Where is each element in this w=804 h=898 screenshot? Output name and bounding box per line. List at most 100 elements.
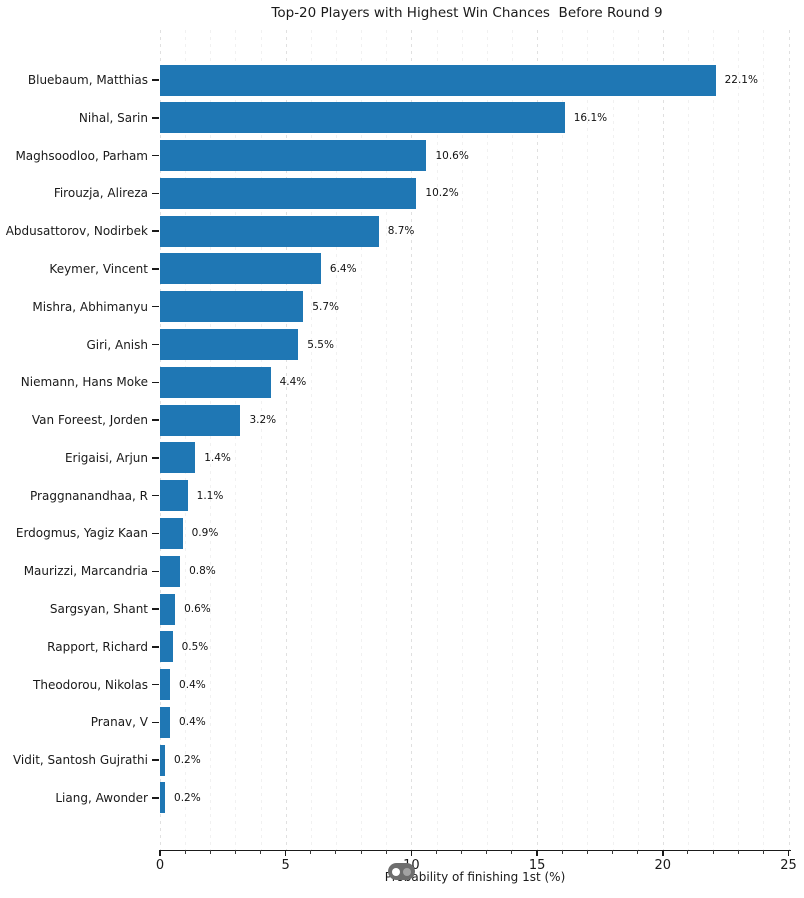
- y-tick-label: Keymer, Vincent: [49, 261, 148, 276]
- bar: [160, 631, 173, 663]
- x-major-tick: [536, 850, 538, 856]
- minor-gridline: [637, 30, 639, 850]
- x-major-tick: [410, 850, 413, 856]
- y-tick-label: Maghsoodloo, Parham: [15, 148, 148, 163]
- x-tick-label: 20: [654, 858, 672, 873]
- bar: [160, 140, 427, 172]
- y-tick-mark: [152, 532, 159, 535]
- y-tick-label: Niemann, Hans Moke: [20, 375, 148, 390]
- bar-value-label: 5.5%: [307, 338, 334, 351]
- y-tick-mark: [152, 268, 159, 270]
- x-major-tick: [662, 850, 664, 856]
- minor-gridline: [310, 30, 312, 850]
- y-tick-label: Rapport, Richard: [47, 639, 148, 654]
- x-axis-label: Probability of finishing 1st (%): [384, 870, 566, 884]
- bar: [160, 706, 171, 738]
- major-gridline: [788, 30, 790, 850]
- x-minor-tick: [612, 850, 614, 854]
- x-tick-label: 15: [528, 858, 546, 873]
- pill-dot-left-icon: [392, 867, 400, 876]
- x-minor-tick: [737, 850, 739, 854]
- bar-value-label: 0.2%: [174, 754, 201, 767]
- x-minor-tick: [234, 850, 236, 854]
- bar-value-label: 0.9%: [191, 527, 219, 540]
- x-minor-tick: [511, 850, 513, 854]
- y-tick-label: Giri, Anish: [86, 337, 148, 352]
- y-tick-label: Sargsyan, Shant: [49, 602, 148, 617]
- bar: [160, 442, 196, 474]
- y-tick-label: Abdusattorov, Nodirbek: [5, 224, 148, 239]
- bar: [160, 253, 321, 285]
- bar-value-label: 1.4%: [204, 451, 231, 464]
- minor-gridline: [260, 30, 262, 850]
- x-minor-tick: [586, 850, 588, 854]
- x-minor-tick: [762, 850, 764, 854]
- bar: [160, 291, 304, 323]
- bar: [160, 404, 241, 436]
- minor-gridline: [612, 30, 614, 850]
- minor-gridline: [210, 30, 212, 850]
- y-tick-label: Praggnanandhaa, R: [30, 488, 148, 503]
- minor-gridline: [335, 30, 337, 850]
- x-minor-tick: [436, 850, 438, 854]
- minor-gridline: [511, 30, 513, 850]
- chart-title: Top-20 Players with Highest Win Chances …: [271, 5, 663, 21]
- y-tick-label: Liang, Awonder: [55, 790, 148, 805]
- x-minor-tick: [260, 850, 262, 854]
- major-gridline: [411, 30, 413, 850]
- bar: [160, 555, 181, 587]
- minor-gridline: [361, 30, 363, 850]
- pill-dot-right-icon: [403, 867, 411, 876]
- x-minor-tick: [310, 850, 312, 854]
- x-minor-tick: [360, 850, 362, 854]
- x-major-tick: [159, 850, 161, 856]
- x-minor-tick: [209, 850, 211, 854]
- x-minor-tick: [385, 850, 387, 854]
- y-tick-mark: [152, 117, 159, 119]
- bar-value-label: 22.1%: [724, 74, 758, 86]
- x-minor-tick: [335, 850, 337, 854]
- toggle-pill-overlay[interactable]: [388, 863, 415, 880]
- minor-gridline: [436, 30, 438, 850]
- y-tick-label: Firouzja, Alireza: [53, 186, 148, 201]
- x-minor-tick: [184, 850, 186, 854]
- y-tick-mark: [152, 646, 159, 648]
- bar-value-label: 0.8%: [189, 565, 216, 578]
- bar: [160, 64, 716, 96]
- minor-gridline: [185, 30, 187, 850]
- minor-gridline: [461, 30, 463, 850]
- y-tick-mark: [152, 683, 159, 686]
- y-tick-mark: [152, 570, 159, 572]
- y-tick-mark: [152, 305, 159, 308]
- x-axis-spine: [160, 849, 791, 851]
- y-tick-mark: [152, 154, 159, 157]
- bar: [160, 669, 171, 701]
- bar-value-label: 0.4%: [179, 716, 206, 729]
- x-minor-tick: [461, 850, 463, 854]
- bar-value-label: 10.2%: [425, 187, 459, 200]
- x-major-tick: [284, 850, 287, 856]
- minor-gridline: [562, 30, 564, 850]
- y-tick-mark: [152, 608, 159, 610]
- y-tick-label: Vidit, Santosh Gujrathi: [12, 753, 148, 768]
- bar-value-label: 5.7%: [312, 300, 339, 313]
- major-gridline: [160, 30, 161, 850]
- x-tick-label: 0: [155, 858, 165, 873]
- x-tick-label: 5: [281, 858, 290, 873]
- bar-value-label: 0.6%: [184, 603, 211, 616]
- y-tick-mark: [152, 230, 159, 232]
- y-tick-mark: [152, 759, 159, 761]
- y-tick-label: Theodorou, Nikolas: [33, 677, 148, 692]
- y-tick-mark: [152, 457, 159, 459]
- minor-gridline: [486, 30, 488, 850]
- bar: [160, 782, 166, 814]
- y-tick-mark: [152, 343, 159, 346]
- bar: [160, 329, 299, 361]
- y-tick-label: Maurizzi, Marcandria: [23, 564, 148, 579]
- bar: [160, 480, 188, 512]
- bar-value-label: 16.1%: [573, 111, 608, 124]
- bar-value-label: 10.6%: [435, 149, 469, 162]
- y-tick-mark: [152, 419, 159, 421]
- major-gridline: [662, 30, 664, 850]
